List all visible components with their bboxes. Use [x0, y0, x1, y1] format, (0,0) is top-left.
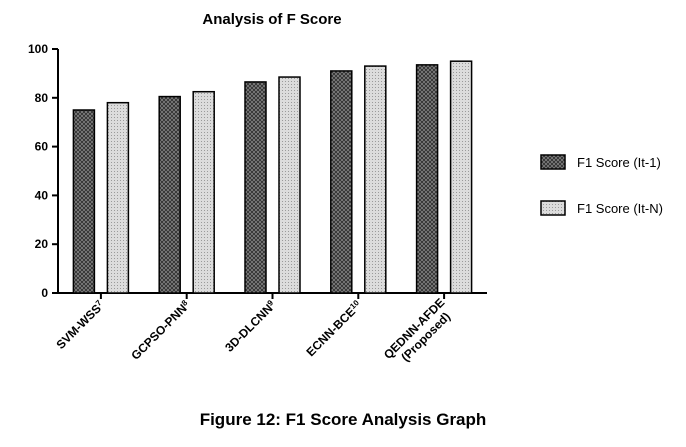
bar-it-1 — [244, 81, 267, 294]
bar-it-n — [364, 65, 387, 294]
x-tick-label: 3D-DLCNN9 — [222, 297, 279, 354]
bar-it-n — [106, 101, 130, 294]
legend-label: F1 Score (It-N) — [577, 201, 663, 216]
bar-it-1 — [72, 109, 96, 294]
bar-it-n — [278, 76, 301, 294]
legend-label: F1 Score (It-1) — [577, 155, 661, 170]
svg-text:SVM-WSS7: SVM-WSS7 — [53, 297, 107, 351]
y-tick-label: 80 — [35, 91, 49, 105]
y-tick-label: 60 — [35, 140, 49, 154]
bar-it-1 — [415, 64, 439, 294]
legend-swatch — [540, 154, 566, 170]
x-tick-label: QEDNN-AFDE(Proposed) — [381, 295, 453, 364]
axes: 0 20 40 60 80 100 — [28, 42, 487, 300]
y-tick-label: 100 — [28, 42, 48, 56]
bars — [72, 60, 473, 294]
bar-it-1 — [330, 70, 353, 294]
svg-text:GCPSO-PNN8: GCPSO-PNN8 — [128, 297, 193, 362]
figure-caption: Figure 12: F1 Score Analysis Graph — [199, 410, 487, 429]
svg-text:3D-DLCNN9: 3D-DLCNN9 — [222, 297, 279, 354]
x-tick-labels: SVM-WSS7 GCPSO-PNN8 3D-DLCNN9 ECNN-BCE10 QED… — [53, 295, 453, 364]
legend-swatch — [540, 200, 566, 216]
bar-it-n — [192, 90, 215, 294]
y-tick-label: 40 — [35, 188, 49, 202]
legend: F1 Score (It-1) F1 Score (It-N) — [540, 154, 663, 216]
chart-title: Analysis of F Score — [202, 11, 341, 28]
f1-score-chart: Analysis of F Score 0 20 40 60 80 100 SVM-WSS… — [28, 11, 663, 364]
y-tick-label: 20 — [35, 237, 49, 251]
x-tick-label: GCPSO-PNN8 — [128, 297, 193, 362]
x-tick-label: SVM-WSS7 — [53, 297, 107, 351]
y-tick-label: 0 — [41, 286, 48, 300]
x-tick-label: ECNN-BCE10 — [303, 297, 365, 359]
bar-it-1 — [158, 95, 181, 294]
bar-it-n — [449, 60, 473, 294]
svg-text:ECNN-BCE10: ECNN-BCE10 — [303, 297, 365, 359]
